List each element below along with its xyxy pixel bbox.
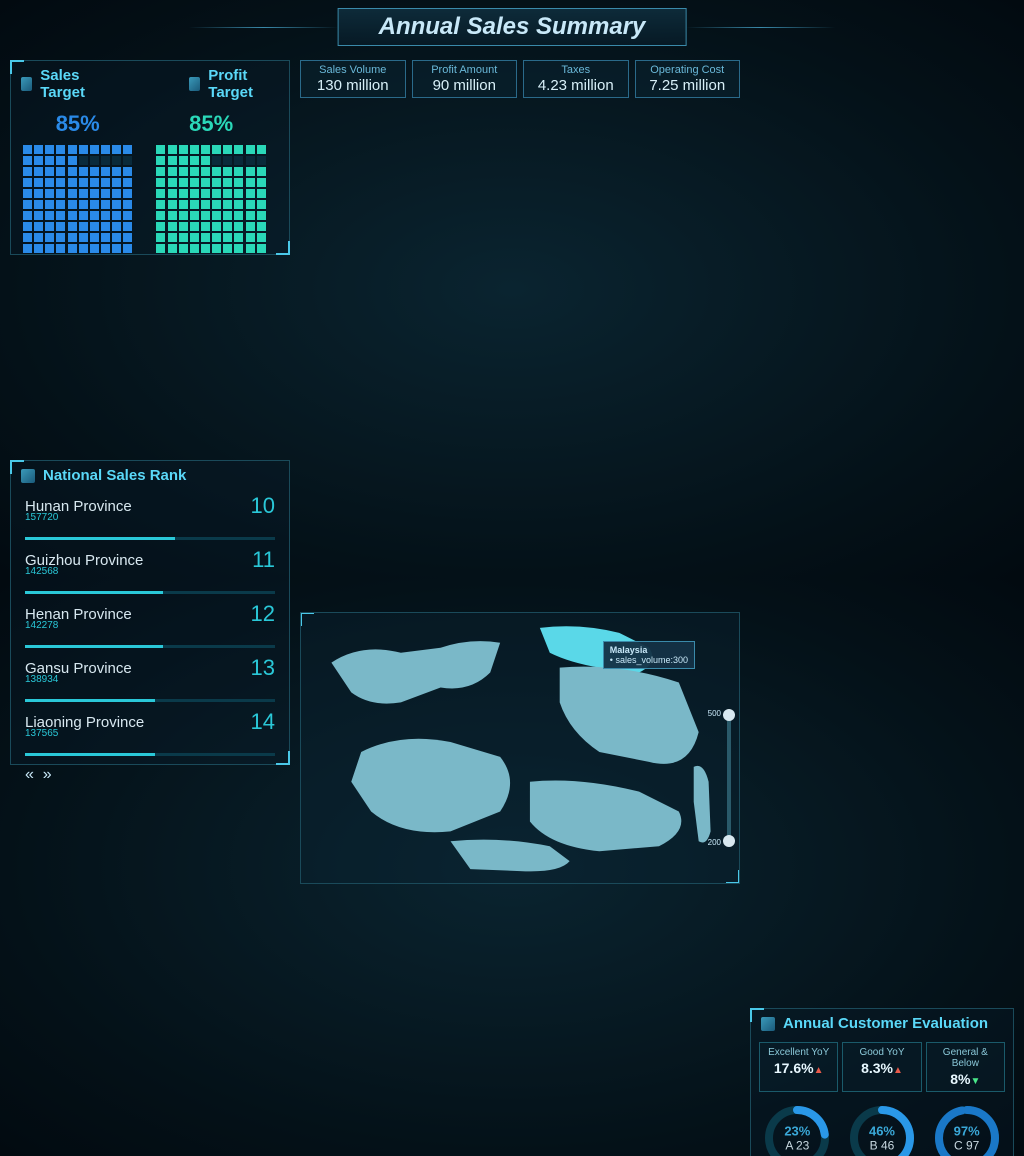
rank-title: National Sales Rank bbox=[43, 467, 186, 484]
donut-gauge: 97%C 97 bbox=[931, 1102, 1003, 1156]
rank-item[interactable]: Henan Province 12 142278 bbox=[11, 598, 289, 627]
sales-waffle bbox=[11, 145, 144, 253]
sales-target-pct: 85% bbox=[11, 111, 144, 137]
target-icon bbox=[21, 77, 32, 91]
rank-item[interactable]: Liaoning Province 14 137565 bbox=[11, 706, 289, 735]
chevron-right-icon[interactable]: » bbox=[43, 766, 52, 783]
chevron-left-icon[interactable]: « bbox=[25, 766, 34, 783]
profit-target-title: Profit Target bbox=[208, 67, 279, 101]
eval-card: Excellent YoY 17.6%▲ bbox=[759, 1042, 838, 1092]
profit-target-pct: 85% bbox=[144, 111, 277, 137]
rank-item[interactable]: Gansu Province 13 138934 bbox=[11, 652, 289, 681]
kpi-card: Taxes4.23 million bbox=[523, 60, 629, 98]
target-icon bbox=[189, 77, 200, 91]
kpi-card: Profit Amount90 million bbox=[412, 60, 518, 98]
rank-panel: National Sales Rank Hunan Province 10 15… bbox=[10, 460, 290, 765]
eval-card: Good YoY 8.3%▲ bbox=[842, 1042, 921, 1092]
kpi-card: Operating Cost7.25 million bbox=[635, 60, 741, 98]
targets-panel: Sales Target Profit Target 85% 85% bbox=[10, 60, 290, 255]
donut-gauge: 23%A 23 bbox=[761, 1102, 833, 1156]
rank-nav[interactable]: « » bbox=[11, 760, 289, 790]
rank-icon bbox=[21, 469, 35, 483]
sales-target-title: Sales Target bbox=[40, 67, 111, 101]
eval-icon bbox=[761, 1017, 775, 1031]
donut-gauge: 46%B 46 bbox=[846, 1102, 918, 1156]
rank-item[interactable]: Hunan Province 10 157720 bbox=[11, 490, 289, 519]
page-title: Annual Sales Summary bbox=[338, 8, 687, 46]
eval-title: Annual Customer Evaluation bbox=[783, 1015, 988, 1032]
eval-panel: Annual Customer Evaluation Excellent YoY… bbox=[750, 1008, 1014, 1156]
eval-card: General & Below 8%▼ bbox=[926, 1042, 1005, 1092]
map-tooltip: Malaysia • sales_volume:300 bbox=[603, 641, 695, 669]
rank-item[interactable]: Guizhou Province 11 142568 bbox=[11, 544, 289, 573]
map-panel[interactable]: Malaysia • sales_volume:300 500 200 bbox=[300, 612, 740, 884]
kpi-row: Sales Volume130 million Profit Amount90 … bbox=[300, 60, 740, 98]
profit-waffle bbox=[144, 145, 277, 253]
map-slider[interactable]: 500 200 bbox=[725, 713, 733, 843]
kpi-card: Sales Volume130 million bbox=[300, 60, 406, 98]
slider-handle-top[interactable] bbox=[723, 709, 735, 721]
slider-handle-bottom[interactable] bbox=[723, 835, 735, 847]
